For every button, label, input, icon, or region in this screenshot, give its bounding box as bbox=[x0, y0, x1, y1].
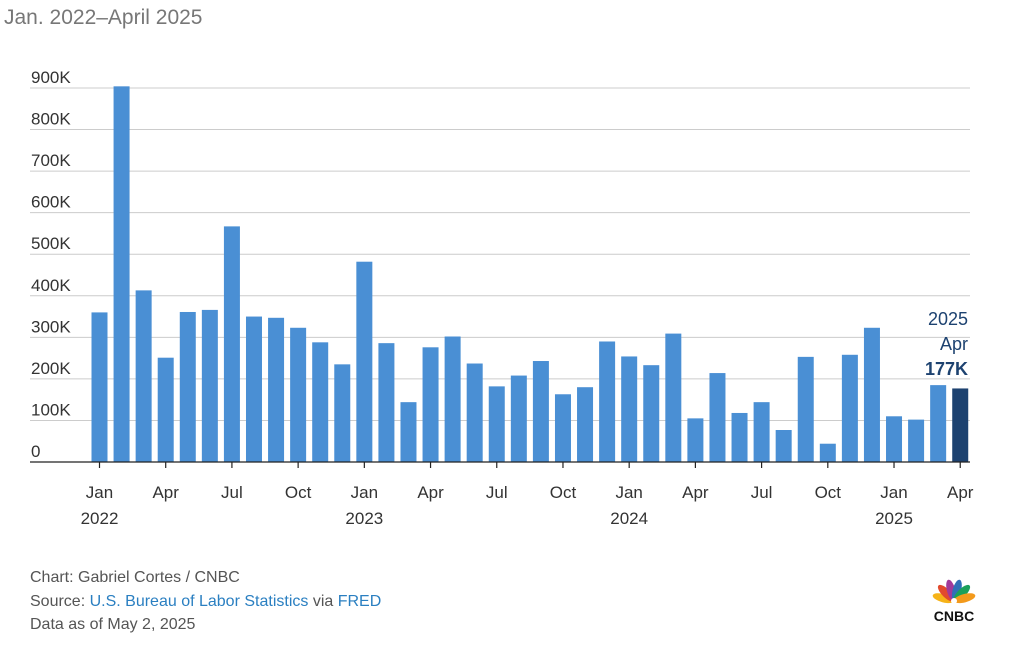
y-tick-label: 0 bbox=[31, 442, 40, 461]
bar-jan-2024 bbox=[621, 356, 638, 462]
x-tick-month: Jan bbox=[615, 483, 642, 502]
bar-dec-2024 bbox=[863, 327, 880, 462]
chart-subtitle: Jan. 2022–April 2025 bbox=[4, 6, 203, 29]
bar-may-2024 bbox=[709, 373, 726, 462]
x-tick-year: 2024 bbox=[610, 509, 648, 528]
bar-apr-2024 bbox=[687, 418, 704, 462]
x-tick-month: Jan bbox=[880, 483, 907, 502]
source-prefix: Source: bbox=[30, 592, 90, 610]
fred-link[interactable]: FRED bbox=[337, 592, 382, 610]
bar-oct-2024 bbox=[819, 443, 836, 462]
bar-nov-2022 bbox=[312, 342, 329, 462]
x-axis-labels: Jan 2022 Apr Jul Oct Jan 2023 Apr Jul Oct Jan 2024 A… bbox=[81, 483, 974, 528]
x-tick-month: Apr bbox=[152, 483, 179, 502]
bar-jul-2022 bbox=[223, 226, 240, 462]
bar-sep-2022 bbox=[268, 317, 285, 462]
bar-feb-2024 bbox=[643, 365, 660, 462]
bar-apr-2023 bbox=[422, 347, 439, 462]
x-tick-month: Apr bbox=[682, 483, 709, 502]
bar-aug-2024 bbox=[775, 430, 792, 462]
bar-aug-2023 bbox=[510, 375, 527, 462]
y-tick-label: 700K bbox=[31, 151, 71, 170]
bar-dec-2022 bbox=[334, 364, 351, 462]
x-tick-year: 2022 bbox=[81, 509, 119, 528]
bar-mar-2024 bbox=[665, 333, 682, 462]
bar-sep-2024 bbox=[797, 356, 814, 462]
x-tick-month: Oct bbox=[285, 483, 312, 502]
x-tick-year: 2025 bbox=[875, 509, 913, 528]
bar-feb-2023 bbox=[378, 343, 395, 462]
x-tick-month: Jan bbox=[86, 483, 113, 502]
bar-jun-2023 bbox=[466, 363, 483, 462]
bar-mar-2022 bbox=[135, 290, 152, 462]
bar-mar-2025 bbox=[930, 385, 947, 462]
bar-jul-2023 bbox=[488, 386, 505, 462]
x-tick-month: Apr bbox=[947, 483, 974, 502]
x-tick-month: Jul bbox=[486, 483, 508, 502]
bar-oct-2023 bbox=[554, 394, 571, 462]
y-tick-label: 800K bbox=[31, 110, 71, 129]
y-tick-label: 500K bbox=[31, 234, 71, 253]
y-tick-label: 100K bbox=[31, 400, 71, 419]
bar-nov-2024 bbox=[841, 354, 858, 462]
x-tick-month: Jul bbox=[751, 483, 773, 502]
svg-text:CNBC: CNBC bbox=[934, 608, 974, 623]
annotation-value: 177K bbox=[925, 359, 968, 379]
bar-jun-2024 bbox=[731, 412, 748, 462]
bar-chart: 0 100K 200K 300K 400K 500K 600K 700K 800K 900K Ja… bbox=[30, 68, 974, 528]
bars bbox=[91, 86, 969, 463]
chart-source: Source: U.S. Bureau of Labor Statistics … bbox=[30, 590, 381, 614]
bar-mar-2023 bbox=[400, 402, 417, 462]
bar-feb-2022 bbox=[113, 86, 130, 463]
bar-may-2022 bbox=[179, 311, 196, 462]
bar-sep-2023 bbox=[532, 361, 549, 462]
bar-may-2023 bbox=[444, 336, 461, 462]
x-tick-month: Apr bbox=[417, 483, 444, 502]
last-value-annotation: 2025 Apr 177K bbox=[925, 309, 968, 379]
x-tick-month: Oct bbox=[550, 483, 577, 502]
bar-jan-2022 bbox=[91, 312, 108, 462]
data-as-of: Data as of May 2, 2025 bbox=[30, 616, 196, 633]
x-tick-year: 2023 bbox=[345, 509, 383, 528]
x-axis-ticks bbox=[98, 462, 961, 468]
bls-link[interactable]: U.S. Bureau of Labor Statistics bbox=[89, 592, 309, 610]
x-tick-month: Jul bbox=[221, 483, 243, 502]
bar-jan-2025 bbox=[886, 416, 903, 462]
bar-dec-2023 bbox=[599, 341, 616, 462]
y-tick-label: 600K bbox=[31, 193, 71, 212]
bar-jun-2022 bbox=[201, 309, 218, 462]
x-tick-month: Jan bbox=[351, 483, 378, 502]
y-tick-label: 900K bbox=[31, 68, 71, 87]
source-via: via bbox=[308, 592, 338, 610]
annotation-month: Apr bbox=[940, 334, 968, 354]
cnbc-logo: CNBC bbox=[932, 579, 976, 623]
y-axis-labels: 0 100K 200K 300K 400K 500K 600K 700K 800K 900K bbox=[31, 68, 71, 461]
y-tick-label: 400K bbox=[31, 276, 71, 295]
bar-oct-2022 bbox=[290, 327, 307, 462]
bar-aug-2022 bbox=[245, 316, 262, 462]
bar-apr-2022 bbox=[157, 357, 174, 462]
bar-nov-2023 bbox=[577, 387, 594, 462]
bar-jan-2023 bbox=[356, 261, 373, 462]
bar-jul-2024 bbox=[753, 402, 770, 462]
y-tick-label: 300K bbox=[31, 317, 71, 336]
annotation-year: 2025 bbox=[928, 309, 968, 329]
bar-apr-2025 bbox=[952, 388, 969, 462]
x-tick-month: Oct bbox=[815, 483, 842, 502]
bar-feb-2025 bbox=[908, 419, 925, 462]
chart-credits: Chart: Gabriel Cortes / CNBC Source: U.S… bbox=[30, 566, 381, 637]
chart-author: Chart: Gabriel Cortes / CNBC bbox=[30, 569, 240, 586]
y-tick-label: 200K bbox=[31, 359, 71, 378]
